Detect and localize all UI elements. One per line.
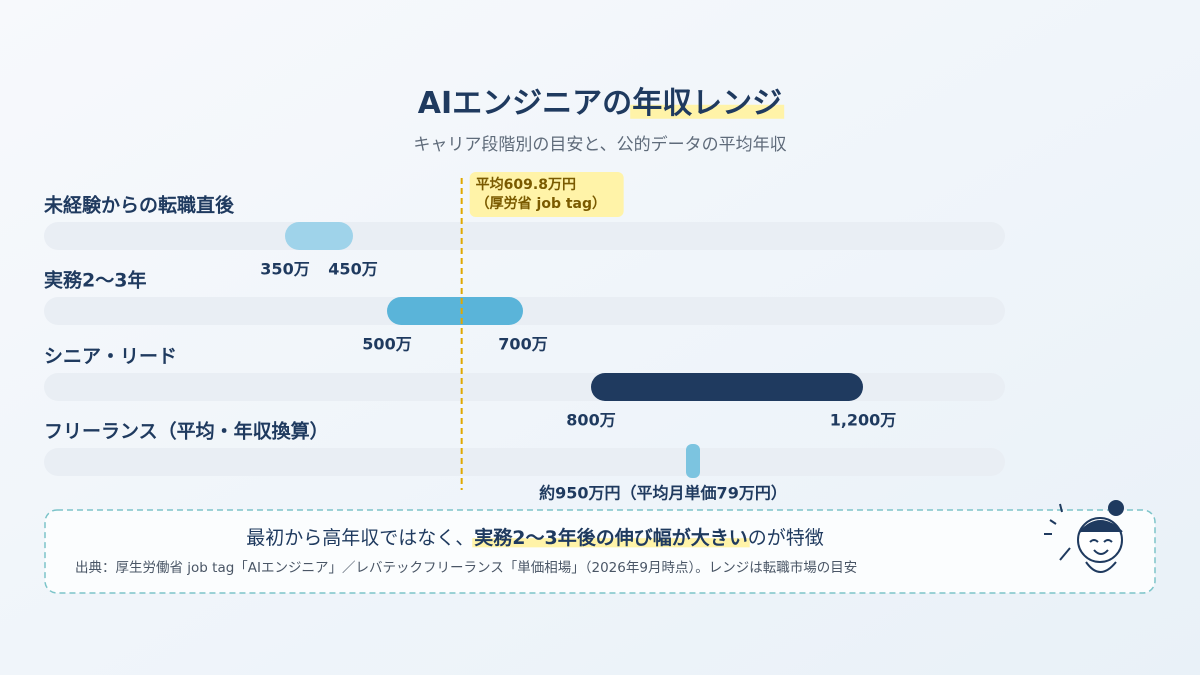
note-part: 実務2〜3年後の伸び幅が大きい	[474, 526, 747, 549]
range-bar	[591, 373, 863, 401]
high-label: 450万	[328, 260, 377, 279]
range-bar	[387, 297, 523, 325]
note-box	[44, 509, 1156, 594]
source: 出典：厚生労働省 job tag「AIエンジニア」／レバテックフリーランス「単価…	[75, 559, 857, 576]
point-bar	[686, 444, 700, 478]
note-text: 最初から高年収ではなく、実務2〜3年後の伸び幅が大きいのが特徴	[246, 526, 823, 549]
category-label: シニア・リード	[44, 346, 177, 368]
note-highlight	[472, 538, 750, 548]
category-label: フリーランス（平均・年収換算）	[44, 420, 329, 443]
reference-label: 平均609.8万円	[476, 176, 576, 193]
category-label: 実務2〜3年	[44, 269, 146, 292]
track	[44, 448, 1005, 476]
title-highlight	[630, 104, 785, 119]
subtitle: キャリア段階別の目安と、公的データの平均年収	[413, 134, 786, 155]
track	[44, 297, 1005, 325]
track	[44, 222, 1005, 250]
low-label: 800万	[566, 411, 615, 430]
title-part: 年収レンジ	[632, 86, 782, 121]
low-label: 500万	[362, 335, 411, 354]
note-part: のが特徴	[748, 527, 824, 549]
high-label: 1,200万	[830, 411, 897, 430]
range-bar	[285, 222, 353, 250]
note-part: 最初から高年収ではなく、	[246, 527, 474, 549]
category-label: 未経験からの転職直後	[43, 194, 235, 217]
reference-label: （厚労省 job tag）	[476, 195, 606, 212]
point-label: 約950万円（平均月単価79万円）	[539, 484, 787, 503]
illustration	[1044, 500, 1124, 573]
reference-label-box	[469, 172, 624, 217]
low-label: 350万	[260, 260, 309, 279]
title-part: AIエンジニアの	[418, 86, 632, 121]
high-label: 700万	[498, 335, 547, 354]
chart-title: AIエンジニアの年収レンジ	[418, 86, 782, 121]
